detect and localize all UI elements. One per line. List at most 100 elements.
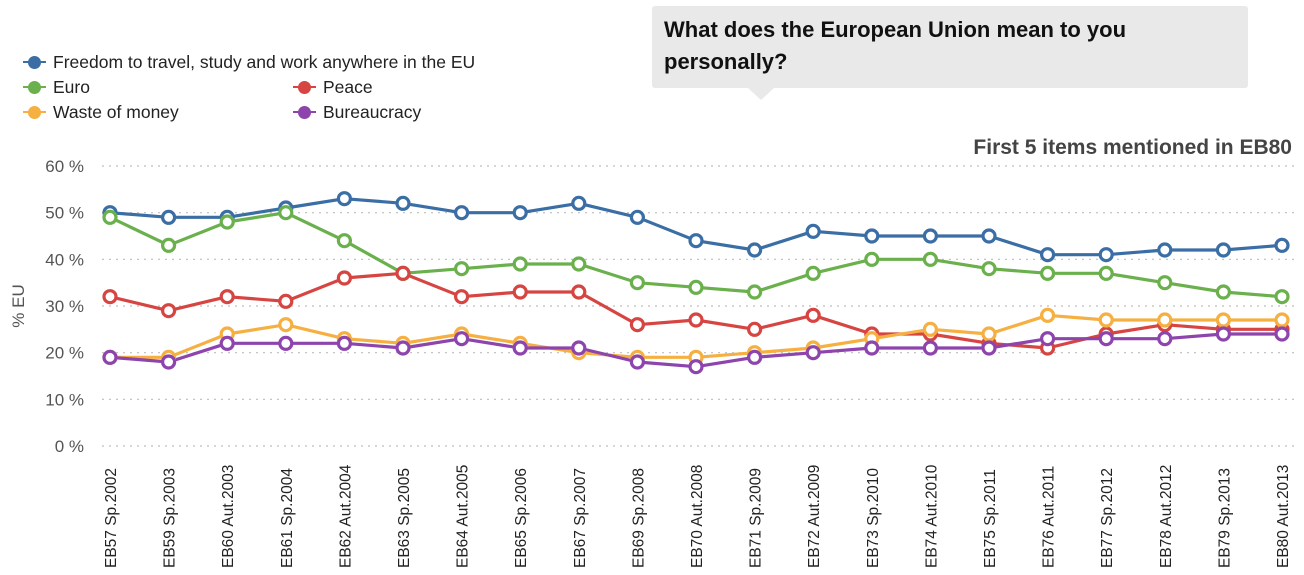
data-point — [1098, 247, 1114, 263]
y-tick-label: 60 % — [45, 157, 84, 176]
data-point — [161, 303, 177, 319]
x-tick-label: EB67 Sp.2007 — [572, 468, 589, 568]
title-line-2: personally? — [664, 49, 788, 74]
legend-label-waste: Waste of money — [53, 102, 179, 122]
data-point — [864, 340, 880, 356]
data-point — [512, 284, 528, 300]
data-point — [1274, 312, 1290, 328]
data-point — [922, 228, 939, 244]
data-point — [161, 354, 177, 370]
data-point — [629, 275, 646, 291]
x-tick-label: EB70 Aut.2008 — [689, 465, 706, 568]
data-point — [805, 223, 821, 239]
data-point — [864, 251, 880, 267]
data-point — [219, 289, 235, 305]
data-point — [102, 349, 118, 365]
data-point — [336, 270, 352, 286]
x-tick-label: EB78 Aut.2012 — [1158, 465, 1175, 568]
data-point — [981, 340, 997, 356]
data-point — [981, 228, 997, 244]
data-point — [1039, 307, 1056, 323]
title-line-1: What does the European Union mean to you — [664, 17, 1127, 42]
data-point — [922, 340, 939, 356]
data-point — [1215, 312, 1232, 328]
y-tick-label: 50 % — [45, 204, 84, 223]
data-point — [395, 340, 411, 356]
callout-tail — [748, 88, 774, 100]
y-axis-label: % EU — [9, 284, 28, 327]
data-point — [1215, 242, 1232, 258]
x-tick-label: EB72 Aut.2009 — [806, 465, 823, 568]
y-tick-label: 20 % — [45, 344, 84, 363]
data-point — [1098, 265, 1114, 281]
data-point — [922, 251, 939, 267]
data-point — [219, 214, 235, 230]
data-point — [805, 265, 821, 281]
data-point — [454, 205, 470, 221]
data-point — [571, 256, 587, 272]
x-tick-label: EB65 Sp.2006 — [513, 468, 530, 568]
data-point — [454, 289, 470, 305]
title-callout: What does the European Union mean to you… — [652, 6, 1248, 88]
data-point — [336, 335, 352, 351]
legend-item-peace: Peace — [293, 77, 373, 98]
data-point — [1039, 331, 1056, 347]
data-point — [746, 242, 763, 258]
data-point — [1215, 326, 1232, 342]
x-tick-label: EB64 Aut.2005 — [455, 465, 472, 568]
data-point — [1274, 289, 1290, 305]
legend-marker-freedom — [23, 56, 46, 69]
legend-label-euro: Euro — [53, 77, 90, 97]
legend-item-euro: Euro — [23, 77, 90, 98]
legend-item-bureaucracy: Bureaucracy — [293, 102, 421, 123]
data-point — [512, 256, 528, 272]
data-point — [571, 284, 587, 300]
data-point — [1039, 247, 1056, 263]
data-point — [395, 265, 411, 281]
x-tick-label: EB73 Sp.2010 — [865, 468, 882, 568]
data-point — [571, 340, 587, 356]
y-tick-label: 0 % — [55, 437, 84, 456]
data-point — [688, 233, 704, 249]
legend-marker-euro — [23, 81, 46, 94]
x-tick-label: EB80 Aut.2013 — [1275, 465, 1292, 568]
data-point — [1039, 265, 1056, 281]
data-point — [336, 233, 352, 249]
data-point — [688, 359, 704, 375]
data-point — [1098, 312, 1114, 328]
legend-marker-bureaucracy — [293, 106, 316, 119]
data-point — [746, 349, 763, 365]
data-point — [1157, 312, 1173, 328]
x-tick-label: EB57 Sp.2002 — [103, 468, 120, 568]
data-point — [1274, 237, 1290, 253]
data-point — [1157, 242, 1173, 258]
data-point — [1098, 331, 1114, 347]
x-tick-label: EB60 Aut.2003 — [220, 465, 237, 568]
data-point — [512, 340, 528, 356]
legend-marker-waste — [23, 106, 46, 119]
y-tick-label: 10 % — [45, 390, 84, 409]
data-point — [161, 209, 177, 225]
data-point — [629, 317, 646, 333]
data-point — [629, 209, 646, 225]
legend-marker-peace — [293, 81, 316, 94]
data-point — [981, 326, 997, 342]
x-tick-label: EB71 Sp.2009 — [748, 468, 765, 568]
x-tick-label: EB74 Aut.2010 — [923, 464, 940, 568]
chart-subtitle: First 5 items mentioned in EB80 — [973, 136, 1292, 159]
data-point — [746, 284, 763, 300]
data-point — [981, 261, 997, 277]
x-tick-label: EB61 Sp.2004 — [279, 468, 296, 568]
data-point — [805, 307, 821, 323]
data-point — [454, 261, 470, 277]
legend-item-freedom: Freedom to travel, study and work anywhe… — [23, 52, 475, 73]
x-tick-label: EB77 Sp.2012 — [1099, 468, 1116, 568]
y-tick-label: 30 % — [45, 297, 84, 316]
data-point — [1157, 275, 1173, 291]
data-point — [805, 345, 821, 361]
data-point — [102, 209, 118, 225]
data-point — [336, 191, 352, 207]
data-point — [395, 195, 411, 211]
data-point — [219, 335, 235, 351]
